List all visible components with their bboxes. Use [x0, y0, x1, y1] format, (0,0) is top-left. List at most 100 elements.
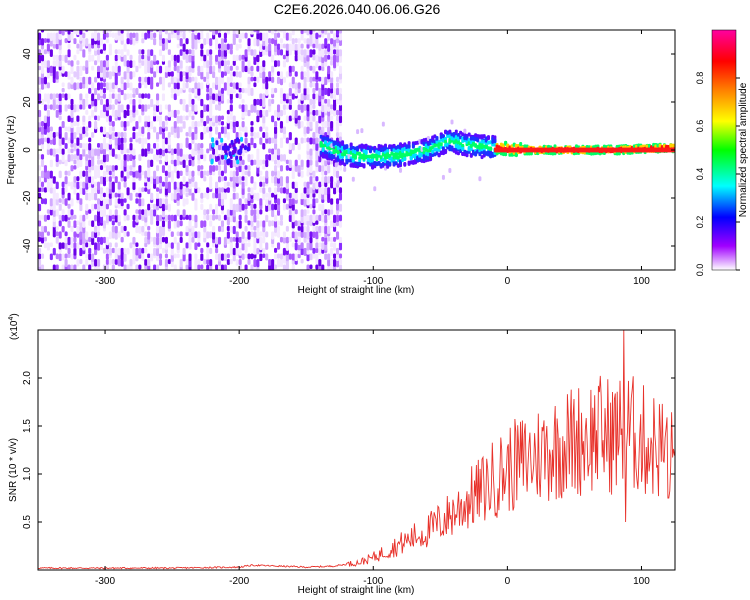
heatmap-cell	[335, 170, 340, 179]
heatmap-cell	[200, 82, 204, 90]
heatmap-cell	[338, 98, 343, 106]
heatmap-cell	[253, 225, 257, 231]
heatmap-cell	[262, 115, 266, 124]
heatmap-cell	[182, 104, 186, 111]
heatmap-cell	[111, 148, 115, 157]
heatmap-cell	[315, 60, 319, 69]
heatmap-cell	[182, 98, 186, 105]
colorbar-ticks: 0.00.20.40.60.8	[695, 72, 740, 276]
heatmap-cell	[262, 159, 266, 165]
heatmap-cell	[271, 209, 275, 218]
heatmap-cell	[105, 236, 109, 246]
heatmap-cell	[262, 143, 266, 150]
heatmap-cell	[188, 154, 192, 160]
heatmap-cell	[94, 60, 98, 66]
heatmap-cell	[129, 109, 133, 116]
heatmap-cell	[232, 32, 236, 41]
heatmap-cell	[276, 49, 281, 56]
heatmap-cell	[108, 87, 112, 93]
heatmap-cell	[129, 82, 133, 91]
heatmap-cell	[88, 181, 92, 188]
heatmap-cell	[324, 49, 328, 55]
heatmap-cell	[247, 65, 251, 74]
spectrogram-cells	[38, 30, 675, 270]
heatmap-cell	[274, 154, 278, 160]
heatmap-cell	[276, 225, 281, 233]
heatmap-cell	[182, 187, 186, 195]
heatmap-cell	[170, 231, 174, 237]
heatmap-cell	[105, 71, 109, 78]
heatmap-cell	[52, 137, 56, 146]
heatmap-cell	[262, 82, 266, 90]
heatmap-cell	[197, 82, 201, 89]
heatmap-cell	[70, 104, 74, 111]
heatmap-cell	[276, 258, 281, 268]
heatmap-cell	[335, 43, 340, 50]
heatmap-cell	[126, 187, 130, 196]
heatmap-cell	[117, 231, 121, 238]
heatmap-cell	[99, 187, 104, 195]
heatmap-cell	[504, 140, 508, 145]
heatmap-cell	[79, 43, 83, 52]
heatmap-cell	[291, 198, 295, 205]
heatmap-cell	[185, 154, 189, 161]
heatmap-cell	[73, 132, 77, 140]
figure-title: C2E6.2026.040.06.06.G26	[274, 1, 441, 17]
heatmap-cell	[291, 30, 295, 36]
heatmap-cell	[288, 32, 292, 41]
heatmap-cell	[358, 158, 362, 163]
heatmap-cell	[117, 71, 121, 77]
heatmap-cell	[312, 231, 316, 238]
heatmap-cell	[179, 49, 183, 56]
heatmap-cell	[335, 126, 340, 133]
heatmap-cell	[250, 49, 254, 56]
heatmap-cell	[70, 165, 74, 172]
heatmap-cell	[285, 242, 289, 251]
heatmap-cell	[141, 38, 145, 44]
heatmap-cell	[123, 132, 127, 139]
heatmap-cell	[79, 231, 83, 240]
heatmap-cell	[38, 214, 42, 221]
heatmap-cell	[268, 71, 272, 78]
heatmap-cell	[97, 258, 101, 267]
heatmap-cell	[88, 176, 92, 183]
heatmap-cell	[324, 176, 328, 183]
heatmap-cell	[197, 170, 201, 176]
heatmap-cell	[85, 30, 89, 32]
heatmap-cell	[126, 49, 130, 56]
heatmap-cell	[76, 126, 80, 135]
heatmap-cell	[126, 60, 130, 68]
snr-xlabel: Height of straight line (km)	[298, 585, 415, 596]
colorbar-gradient	[711, 29, 737, 271]
heatmap-cell	[306, 104, 310, 112]
heatmap-cell	[46, 32, 50, 39]
heatmap-cell	[40, 137, 45, 145]
heatmap-cell	[315, 143, 319, 151]
heatmap-cell	[271, 30, 275, 35]
heatmap-cell	[88, 43, 92, 52]
heatmap-cell	[102, 32, 107, 40]
heatmap-cell	[38, 220, 42, 227]
heatmap-cell	[52, 54, 56, 61]
heatmap-cell	[58, 126, 62, 135]
heatmap-cell	[70, 143, 74, 148]
heatmap-cell	[70, 32, 74, 41]
heatmap-cell	[126, 148, 130, 154]
heatmap-cell	[164, 43, 168, 50]
heatmap-cell	[229, 198, 233, 207]
heatmap-cell	[206, 148, 210, 154]
heatmap-cell	[291, 170, 295, 180]
heatmap-cell	[46, 60, 50, 68]
heatmap-cell	[206, 126, 210, 133]
heatmap-cell	[203, 192, 207, 198]
heatmap-cell	[197, 242, 201, 247]
heatmap-cell	[91, 32, 95, 39]
heatmap-cell	[235, 258, 239, 266]
heatmap-cell	[256, 115, 260, 123]
heatmap-cell	[321, 76, 325, 85]
heatmap-cell	[138, 49, 142, 55]
heatmap-cell	[262, 109, 266, 116]
heatmap-cell	[259, 137, 263, 145]
heatmap-cell	[82, 32, 86, 39]
heatmap-cell	[147, 258, 151, 267]
